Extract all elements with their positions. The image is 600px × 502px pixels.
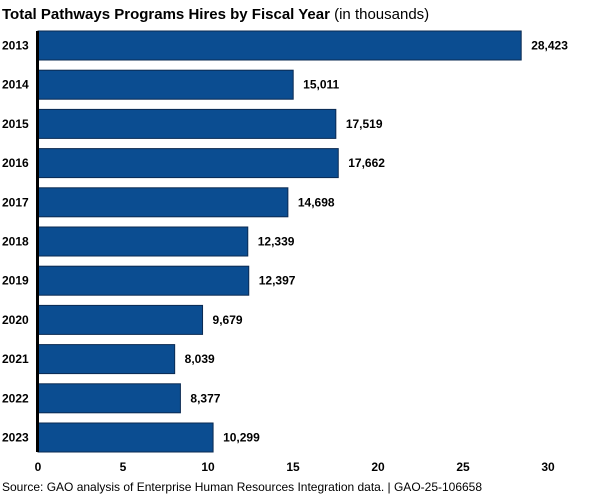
x-tick-label: 5 [120,460,127,474]
data-labels: 28,423 15,011 17,519 17,662 14,698 12,339 12,3… [185,39,569,445]
y-axis-labels: 2013 2014 2015 2016 2017 2018 2019 2020 2021 2022… [2,39,29,445]
data-label: 9,679 [213,313,243,327]
chart-subtitle: (in thousands) [334,6,430,23]
x-tick-label: 15 [286,460,300,474]
x-tick-label: 30 [541,460,555,474]
y-tick-label: 2017 [2,195,29,209]
bar-2017 [37,187,289,218]
y-tick-label: 2014 [2,78,29,92]
chart-title-main: Total Pathways Programs Hires by Fiscal … [2,6,330,23]
data-label: 28,423 [531,39,568,53]
data-label: 17,519 [346,117,383,131]
bars-group [37,30,522,453]
data-label: 15,011 [303,78,339,92]
y-tick-label: 2019 [2,274,29,288]
bar-2015 [37,108,337,139]
y-tick-label: 2015 [2,117,29,131]
y-tick-label: 2021 [2,352,29,366]
data-label: 8,377 [190,391,220,405]
bar-2023 [37,422,214,453]
data-label: 17,662 [348,156,385,170]
bar-2013 [37,30,522,61]
data-label: 10,299 [223,431,260,445]
x-axis-ticks: 0 5 10 15 20 25 30 [35,460,555,474]
y-tick-label: 2022 [2,391,29,405]
y-tick-label: 2013 [2,39,29,53]
bar-2020 [37,304,204,335]
bar-2021 [37,344,176,375]
data-label: 8,039 [185,352,215,366]
bar-2014 [37,69,294,100]
chart-title: Total Pathways Programs Hires by Fiscal … [2,6,429,23]
bar-2019 [37,265,250,296]
x-tick-label: 20 [371,460,385,474]
x-tick-label: 25 [456,460,470,474]
y-tick-label: 2023 [2,431,29,445]
x-tick-label: 10 [201,460,215,474]
y-tick-label: 2018 [2,235,29,249]
bar-2022 [37,383,181,414]
x-tick-label: 0 [35,460,42,474]
y-tick-label: 2016 [2,156,29,170]
bar-2016 [37,148,339,179]
source-note: Source: GAO analysis of Enterprise Human… [2,480,483,494]
data-label: 14,698 [298,195,335,209]
y-tick-label: 2020 [2,313,29,327]
data-label: 12,397 [259,274,296,288]
data-label: 12,339 [258,235,295,249]
bar-2018 [37,226,249,257]
